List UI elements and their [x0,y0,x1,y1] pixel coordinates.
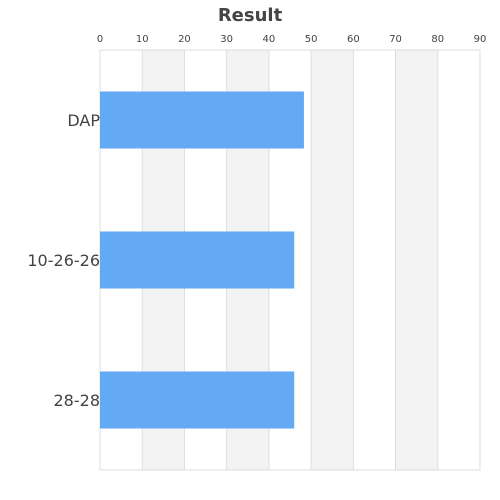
bar-dap [100,91,304,149]
x-tick-label: 70 [389,34,402,45]
bar-10-26-26 [100,231,295,289]
x-tick-label: 30 [220,34,233,45]
x-tick-label: 80 [431,34,444,45]
category-label: 28-28 [54,391,101,410]
chart-title: Result [218,5,283,26]
x-tick-label: 40 [263,34,276,45]
x-tick-label: 50 [305,34,318,45]
category-label: DAP [67,111,100,130]
x-tick-label: 10 [136,34,149,45]
category-labels: DAP 10-26-26 28-28 [27,111,100,410]
grid-band [311,50,354,470]
grid-band [395,50,438,470]
x-axis-ticks: 0 10 20 30 40 50 60 70 80 90 [97,34,487,45]
x-tick-label: 90 [474,34,487,45]
x-tick-label: 60 [347,34,360,45]
x-tick-label: 0 [97,34,103,45]
bars [100,91,304,429]
category-label: 10-26-26 [27,251,100,270]
x-tick-label: 20 [178,34,191,45]
bar-28-28 [100,371,295,429]
